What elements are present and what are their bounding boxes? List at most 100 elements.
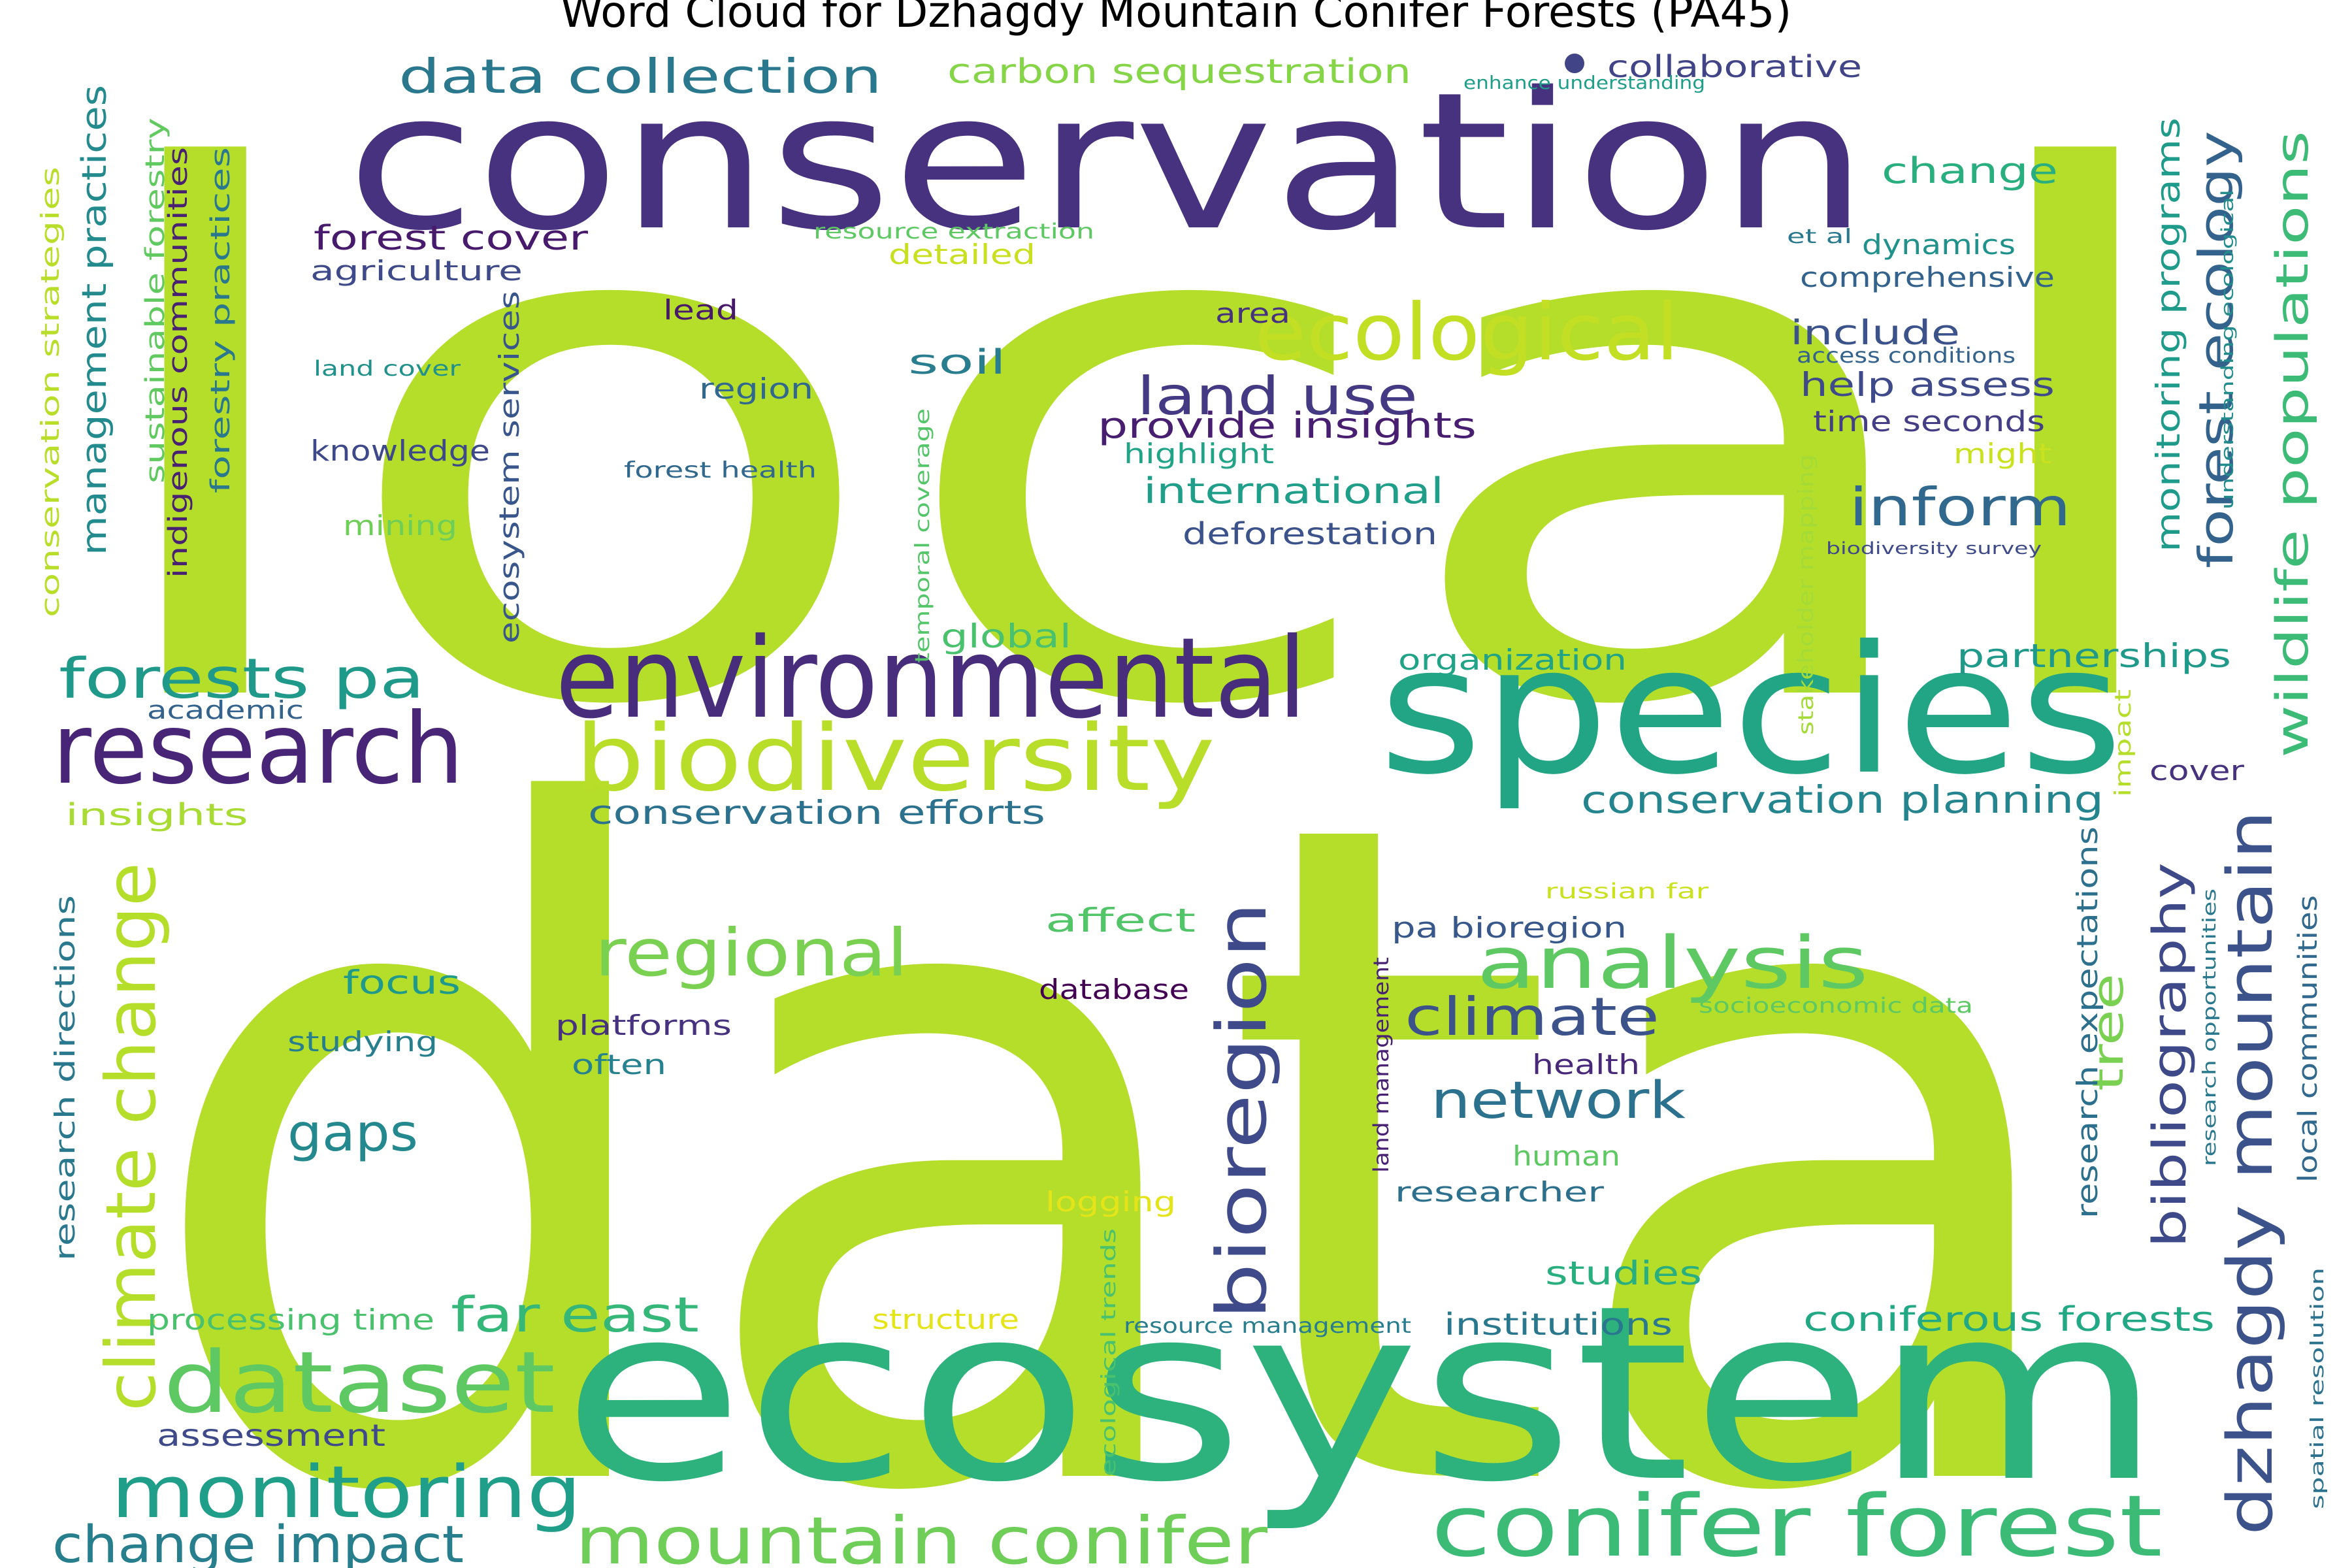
word-help-assess: help assess bbox=[1800, 366, 2055, 404]
word-local-communities: local communities bbox=[2293, 895, 2323, 1183]
word-highlight: highlight bbox=[1124, 438, 1274, 470]
word-species: species bbox=[1379, 608, 2123, 813]
word-ecological-trends: ecological trends bbox=[1098, 1228, 1120, 1477]
word-processing-time: processing time bbox=[147, 1303, 434, 1337]
word-conservation-efforts: conservation efforts bbox=[588, 794, 1045, 832]
word-regional: regional bbox=[595, 915, 908, 991]
word-bibliography: bibliography bbox=[2143, 862, 2197, 1248]
word-ecosystem: ecosystem bbox=[562, 1254, 2163, 1535]
word-researcher: researcher bbox=[1395, 1176, 1605, 1208]
word-studying: studying bbox=[287, 1026, 438, 1058]
word-carbon-sequestration: carbon sequestration bbox=[947, 52, 1411, 91]
word-climate-change: climate change bbox=[91, 862, 171, 1411]
word-local: local bbox=[78, 26, 2202, 862]
word-often: often bbox=[572, 1049, 666, 1081]
word-wildlife-populations: wildlife populations bbox=[2267, 131, 2319, 758]
word-bioregion: bioregion bbox=[1202, 902, 1282, 1320]
word-research-directions: research directions bbox=[49, 895, 81, 1261]
word-focus: focus bbox=[343, 964, 461, 1002]
word-platforms: platforms bbox=[555, 1009, 732, 1041]
word-partnerships: partnerships bbox=[1957, 637, 2231, 675]
word-tree: tree bbox=[2084, 973, 2133, 1091]
word-mountain-conifer: mountain conifer bbox=[575, 1503, 1268, 1568]
word-human: human bbox=[1512, 1140, 1620, 1172]
word-conifer-forest: conifer forest bbox=[1431, 1477, 2163, 1568]
word-database: database bbox=[1039, 973, 1189, 1005]
word-dataset: dataset bbox=[163, 1333, 555, 1432]
word-enhance-understanding: enhance understanding bbox=[1463, 72, 1705, 93]
word-academic: academic bbox=[147, 696, 304, 725]
word-studies: studies bbox=[1545, 1254, 1702, 1292]
word-logging: logging bbox=[1045, 1186, 1176, 1218]
word-resource-extraction: resource extraction bbox=[813, 219, 1094, 244]
word-russian-far: russian far bbox=[1545, 879, 1709, 904]
word-might: might bbox=[1953, 438, 2051, 470]
word-land-use: land use bbox=[1137, 366, 1418, 427]
word-monitoring-programs: monitoring programs bbox=[2149, 118, 2187, 552]
word-research: research bbox=[52, 693, 464, 806]
word-sustainable-forestry: sustainable forestry bbox=[140, 118, 171, 483]
word-forest-cover: forest cover bbox=[314, 219, 589, 258]
word-international: international bbox=[1143, 470, 1444, 512]
word-provide-insights: provide insights bbox=[1098, 405, 1477, 446]
word-climate: climate bbox=[1405, 987, 1659, 1047]
word-spatial-resolution: spatial resolution bbox=[2306, 1267, 2328, 1509]
word-management-practices: management practices bbox=[75, 85, 114, 555]
word-resource-management: resource management bbox=[1124, 1313, 1411, 1338]
word-institutions: institutions bbox=[1444, 1307, 1673, 1342]
word-indigenous-communities: indigenous communities bbox=[163, 147, 193, 578]
word-land-cover: land cover bbox=[314, 356, 461, 381]
word-change-impact: change impact bbox=[52, 1516, 464, 1568]
word-affect: affect bbox=[1045, 902, 1196, 939]
word-structure: structure bbox=[872, 1303, 1019, 1335]
word-deforestation: deforestation bbox=[1183, 516, 1437, 551]
word-far-east: far east bbox=[451, 1287, 699, 1343]
word-dzhagdy-mountain: dzhagdy mountain bbox=[2215, 810, 2287, 1535]
word-cloud-dot-mark bbox=[1565, 54, 1584, 73]
word-coniferous-forests: coniferous forests bbox=[1803, 1300, 2215, 1339]
word-network: network bbox=[1431, 1071, 1686, 1130]
word-socioeconomic-data: socioeconomic data bbox=[1699, 993, 1973, 1018]
word-impact: impact bbox=[2110, 689, 2136, 797]
word-forests-pa: forests pa bbox=[59, 647, 425, 711]
word-biodiversity: biodiversity bbox=[575, 706, 1215, 812]
chart-title: Word Cloud for Dzhagdy Mountain Conifer … bbox=[560, 0, 1792, 37]
word-soil: soil bbox=[908, 343, 1006, 382]
word-global: global bbox=[941, 617, 1071, 655]
word-conservation-planning: conservation planning bbox=[1581, 777, 2104, 822]
word-agriculture: agriculture bbox=[310, 255, 523, 287]
word-stakeholder-mapping: stakeholder mapping bbox=[1793, 454, 1818, 735]
word-pa-bioregion: pa bioregion bbox=[1392, 911, 1627, 945]
word-lead: lead bbox=[663, 294, 738, 326]
word-gaps: gaps bbox=[287, 1104, 418, 1163]
word-time-seconds: time seconds bbox=[1813, 405, 2045, 438]
word-dynamics: dynamics bbox=[1862, 229, 2016, 261]
word-land-management: land management bbox=[1369, 957, 1394, 1173]
word-analysis: analysis bbox=[1477, 921, 1869, 1005]
word-insights: insights bbox=[65, 797, 248, 832]
word-monitoring: monitoring bbox=[111, 1450, 581, 1534]
word-collaborative: collaborative bbox=[1607, 49, 1862, 84]
word-conservation-strategies: conservation strategies bbox=[36, 167, 65, 617]
word-forest-ecology: forest ecology bbox=[2189, 131, 2244, 568]
word-assessment: assessment bbox=[157, 1418, 385, 1453]
word-forest-health: forest health bbox=[624, 457, 817, 483]
word-access-conditions: access conditions bbox=[1797, 343, 2016, 368]
word-health: health bbox=[1532, 1049, 1640, 1081]
word-forestry-practices: forestry practices bbox=[206, 147, 236, 493]
word-comprehensive: comprehensive bbox=[1800, 261, 2055, 293]
word-detailed: detailed bbox=[889, 238, 1036, 270]
word-temporal-coverage: temporal coverage bbox=[911, 408, 934, 663]
word-organization: organization bbox=[1398, 644, 1627, 677]
word-knowledge: knowledge bbox=[310, 434, 490, 468]
word-cover: cover bbox=[2149, 755, 2245, 787]
word-ecological: ecological bbox=[1254, 287, 1679, 378]
word-biodiversity-survey: biodiversity survey bbox=[1826, 539, 2042, 559]
word-conservation: conservation bbox=[346, 52, 1869, 272]
word-research-opportunities: research opportunities bbox=[2198, 889, 2220, 1166]
word-region: region bbox=[699, 372, 813, 406]
word-data: data bbox=[137, 627, 2091, 1568]
word-research-expectations: research expectations bbox=[2071, 826, 2104, 1218]
